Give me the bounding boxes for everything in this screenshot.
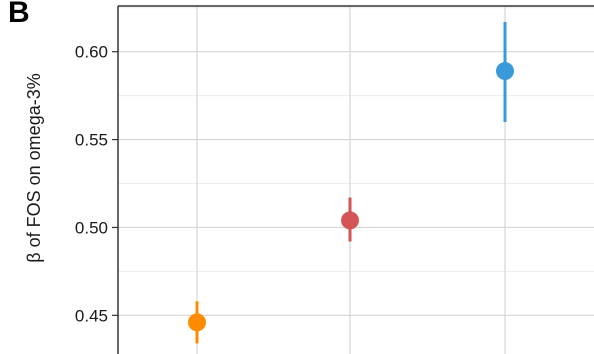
data-point: [496, 62, 514, 80]
y-axis-title: β of FOS on omega-3%: [24, 73, 44, 262]
y-tick-label: 0.45: [75, 306, 108, 325]
y-tick-label: 0.50: [75, 218, 108, 237]
data-point: [341, 211, 359, 229]
y-tick-label: 0.60: [75, 43, 108, 62]
y-axis-ticks: 0.45 0.50 0.55 0.60: [75, 43, 118, 326]
panel-label: B: [8, 0, 30, 29]
y-tick-label: 0.55: [75, 131, 108, 150]
data-point: [188, 313, 206, 331]
plot-background: [118, 6, 594, 354]
